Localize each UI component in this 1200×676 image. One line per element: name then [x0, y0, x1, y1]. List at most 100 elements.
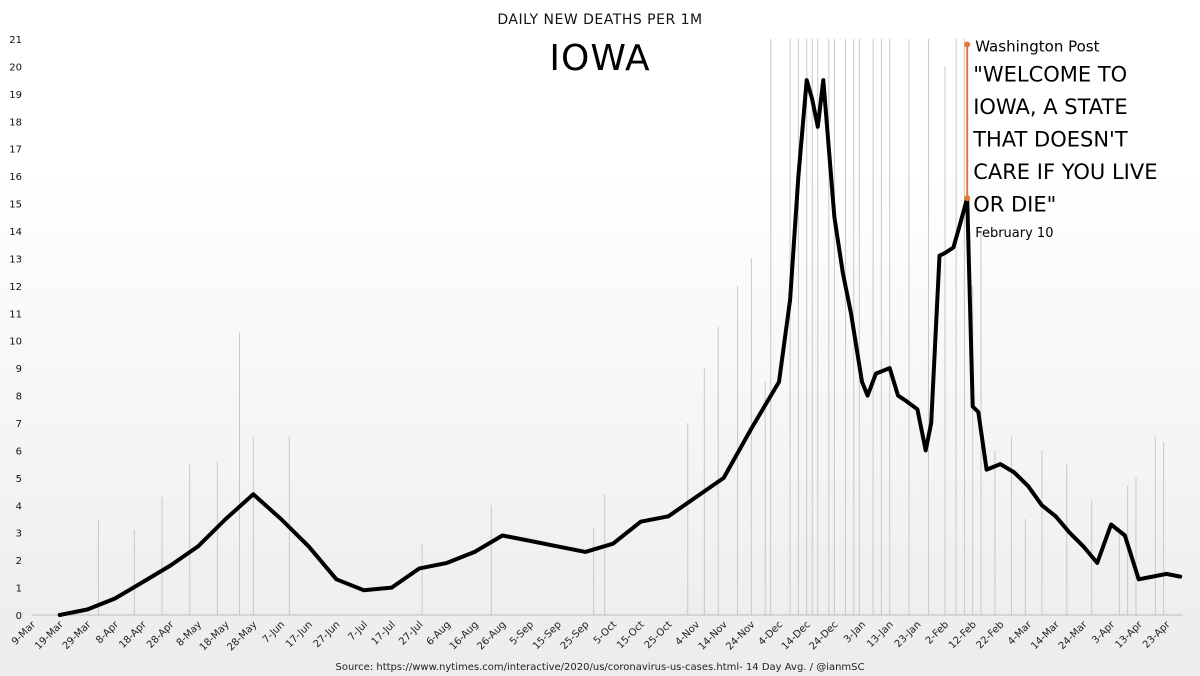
daily-bar: [717, 327, 719, 615]
daily-bar: [1163, 442, 1165, 615]
annotation-source: Washington Post: [975, 37, 1099, 55]
annotation-quote-line: "WELCOME TO: [973, 62, 1127, 86]
annotation-dot-top: [964, 41, 971, 48]
x-tick-label: 28-May: [226, 619, 260, 653]
daily-bar: [604, 494, 606, 615]
daily-bar: [1118, 527, 1120, 615]
x-tick-label: 24-Mar: [1057, 619, 1090, 652]
daily-bar: [1010, 436, 1012, 615]
x-tick-label: 25-Oct: [643, 619, 675, 651]
daily-bar: [239, 332, 241, 615]
x-tick-label: 14-Dec: [780, 619, 813, 652]
daily-bar: [252, 436, 254, 615]
daily-bar: [764, 381, 766, 615]
daily-bar: [811, 39, 813, 615]
source-note: Source: https://www.nytimes.com/interact…: [335, 662, 864, 673]
daily-bar: [1135, 477, 1137, 615]
x-tick-label: 27-Jun: [312, 619, 343, 650]
x-tick-label: 26-Aug: [476, 619, 509, 652]
x-tick-label: 13-Apr: [1113, 619, 1145, 651]
y-tick-label: 10: [9, 337, 22, 348]
y-tick-label: 18: [9, 117, 22, 128]
daily-bar: [750, 258, 752, 615]
daily-bar: [1024, 519, 1026, 615]
daily-bar: [927, 39, 929, 615]
chart-title: IOWA: [549, 38, 650, 79]
annotation-date: February 10: [975, 226, 1053, 241]
y-tick-label: 0: [16, 611, 22, 622]
x-tick-label: 7-Jul: [346, 619, 370, 643]
daily-bar: [889, 39, 891, 615]
daily-bar: [1066, 464, 1068, 615]
y-tick-label: 8: [16, 392, 22, 403]
daily-bar: [1041, 450, 1043, 615]
x-tick-label: 28-Apr: [145, 619, 177, 651]
y-tick-label: 2: [16, 556, 22, 567]
x-tick-label: 24-Nov: [724, 619, 757, 652]
x-tick-label: 27-Jul: [397, 619, 425, 647]
y-tick-label: 17: [9, 145, 22, 156]
daily-bar: [97, 519, 99, 615]
daily-bar: [955, 39, 957, 615]
y-tick-label: 19: [9, 90, 22, 101]
x-tick-label: 12-Feb: [947, 619, 979, 651]
x-tick-label: 17-Jun: [284, 619, 315, 650]
daily-bar: [828, 39, 830, 615]
y-tick-label: 1: [16, 584, 22, 595]
x-tick-label: 22-Feb: [975, 619, 1007, 651]
x-tick-label: 19-Mar: [33, 619, 66, 652]
y-tick-label: 7: [16, 419, 22, 430]
x-tick-label: 29-Mar: [61, 619, 94, 652]
x-tick-label: 15-Sep: [531, 619, 564, 652]
y-tick-label: 21: [9, 35, 22, 46]
daily-bar: [844, 39, 846, 615]
x-tick-label: 14-Nov: [697, 619, 730, 652]
y-tick-label: 5: [16, 474, 22, 485]
annotation-quote-line: OR DIE": [973, 192, 1056, 216]
daily-bar: [687, 423, 689, 615]
x-tick-label: 23-Apr: [1141, 619, 1173, 651]
y-tick-label: 9: [16, 364, 22, 375]
y-tick-label: 15: [9, 200, 22, 211]
annotation-quote-line: THAT DOESN'T: [972, 127, 1128, 151]
x-tick-label: 7-Jun: [261, 619, 287, 645]
daily-bar: [490, 505, 492, 615]
y-tick-label: 11: [9, 309, 22, 320]
x-tick-label: 16-Aug: [448, 619, 481, 652]
daily-bar: [806, 39, 808, 615]
daily-bar: [161, 497, 163, 615]
x-tick-label: 14-Mar: [1029, 619, 1062, 652]
deaths-line: [57, 78, 1183, 617]
x-tick-label: 13-Jan: [865, 619, 896, 650]
y-tick-label: 12: [9, 282, 22, 293]
daily-bar: [1154, 436, 1156, 615]
daily-bar: [189, 464, 191, 615]
x-tick-label: 18-May: [198, 619, 232, 653]
y-tick-label: 6: [16, 446, 22, 457]
daily-bar: [908, 39, 910, 615]
daily-bar: [880, 39, 882, 615]
line-series: [57, 78, 1183, 617]
y-tick-label: 16: [9, 172, 22, 183]
daily-bar: [797, 39, 799, 615]
y-tick-label: 20: [9, 62, 22, 73]
y-tick-label: 14: [9, 227, 22, 238]
x-tick-label: 25-Sep: [559, 619, 592, 652]
x-tick-label: 3-Jan: [842, 619, 868, 645]
daily-bar: [770, 39, 772, 615]
y-tick-label: 13: [9, 254, 22, 265]
daily-bar: [817, 39, 819, 615]
daily-bar: [593, 527, 595, 615]
daily-bar: [789, 39, 791, 615]
x-tick-label: 18-Apr: [117, 619, 149, 651]
y-tick-label: 3: [16, 529, 22, 540]
x-tick-label: 15-Oct: [615, 619, 647, 651]
daily-bar: [216, 461, 218, 615]
annotation-quote-line: CARE IF YOU LIVE: [973, 160, 1157, 184]
annotation-dot-bottom: [964, 195, 971, 202]
x-tick-label: 24-Dec: [807, 619, 840, 652]
daily-bar: [421, 543, 423, 615]
